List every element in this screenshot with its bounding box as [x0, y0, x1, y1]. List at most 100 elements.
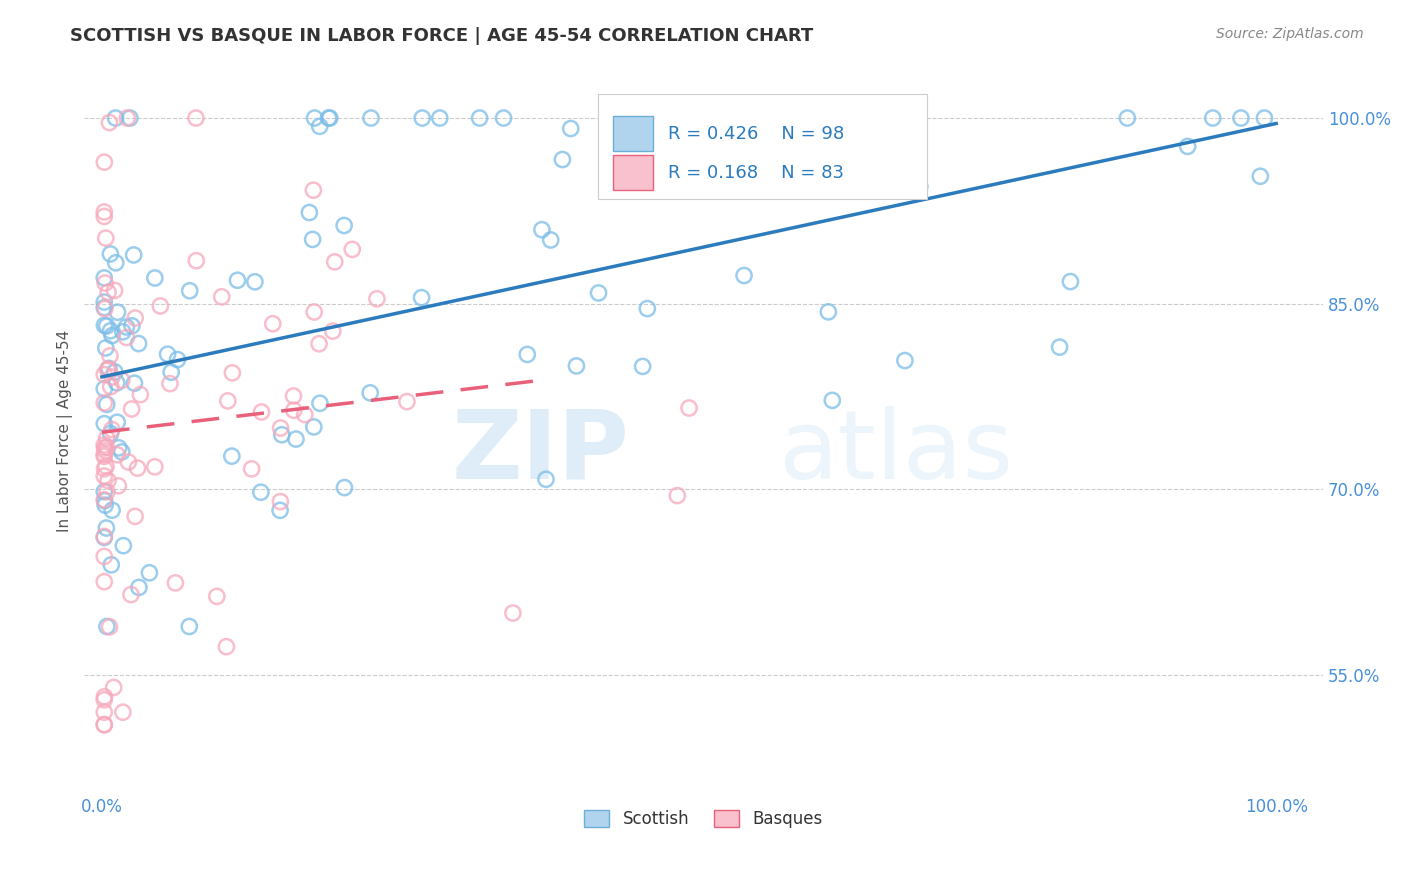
Point	[908, 179, 931, 194]
Point	[308, 336, 330, 351]
Point	[93, 318, 115, 333]
Point	[94, 276, 117, 290]
Point	[101, 370, 124, 384]
Point	[117, 455, 139, 469]
Point	[96, 318, 118, 333]
Point	[323, 255, 346, 269]
Point	[283, 389, 305, 403]
Point	[588, 285, 610, 300]
Point	[560, 121, 582, 136]
Point	[270, 421, 292, 435]
Point	[100, 558, 122, 572]
FancyBboxPatch shape	[613, 116, 652, 151]
Point	[111, 705, 134, 719]
Point	[93, 574, 115, 589]
Point	[105, 448, 128, 462]
Point	[93, 450, 115, 464]
Point	[516, 347, 538, 361]
Point	[179, 619, 201, 633]
Point	[98, 620, 121, 634]
Point	[1059, 275, 1081, 289]
Point	[143, 459, 166, 474]
Point	[322, 324, 344, 338]
Point	[149, 299, 172, 313]
Point	[94, 443, 117, 458]
Point	[122, 248, 145, 262]
Point	[215, 640, 238, 654]
Point	[333, 481, 356, 495]
Point	[93, 155, 115, 169]
Point	[156, 347, 179, 361]
Point	[96, 431, 118, 445]
Point	[395, 394, 418, 409]
Point	[1249, 169, 1271, 184]
Point	[117, 111, 139, 125]
Point	[359, 385, 381, 400]
Point	[111, 325, 134, 339]
Text: atlas: atlas	[778, 406, 1014, 499]
Text: ZIP: ZIP	[451, 406, 630, 499]
Point	[644, 111, 666, 125]
Point	[101, 328, 124, 343]
Point	[302, 305, 325, 319]
Point	[318, 111, 340, 125]
Point	[269, 494, 291, 508]
Point	[93, 382, 115, 396]
Point	[100, 379, 122, 393]
Point	[93, 295, 115, 310]
Point	[411, 291, 433, 305]
Point	[93, 531, 115, 545]
Point	[184, 111, 207, 125]
Point	[159, 376, 181, 391]
Point	[565, 359, 588, 373]
Point	[217, 393, 239, 408]
Point	[93, 469, 115, 483]
Point	[270, 427, 292, 442]
Point	[468, 111, 491, 125]
Point	[93, 271, 115, 285]
Point	[111, 373, 134, 387]
Point	[1202, 111, 1225, 125]
Point	[138, 566, 160, 580]
Point	[243, 275, 266, 289]
Point	[678, 401, 700, 415]
Point	[104, 111, 127, 125]
Point	[240, 462, 263, 476]
Point	[118, 111, 141, 125]
Point	[186, 253, 208, 268]
Point	[97, 474, 120, 488]
Point	[93, 438, 115, 452]
Point	[121, 318, 143, 333]
Point	[1230, 111, 1253, 125]
Point	[285, 432, 308, 446]
Point	[302, 420, 325, 434]
Point	[96, 440, 118, 454]
Point	[319, 111, 342, 125]
Point	[94, 498, 117, 512]
Point	[128, 581, 150, 595]
Point	[250, 485, 273, 500]
Point	[93, 484, 115, 499]
Point	[96, 521, 118, 535]
Point	[93, 717, 115, 731]
Point	[124, 509, 146, 524]
Point	[221, 449, 243, 463]
Point	[834, 111, 856, 125]
Point	[166, 352, 188, 367]
Point	[93, 462, 115, 476]
Point	[636, 154, 658, 169]
Point	[93, 205, 115, 219]
Text: R = 0.426    N = 98: R = 0.426 N = 98	[668, 125, 844, 143]
Point	[96, 397, 118, 411]
Point	[103, 681, 125, 695]
Point	[94, 459, 117, 474]
Point	[93, 705, 115, 719]
Point	[93, 493, 115, 508]
Point	[894, 353, 917, 368]
Point	[120, 588, 142, 602]
Point	[429, 111, 451, 125]
Point	[128, 336, 150, 351]
Point	[101, 503, 124, 517]
Point	[817, 305, 839, 319]
Point	[821, 393, 844, 408]
